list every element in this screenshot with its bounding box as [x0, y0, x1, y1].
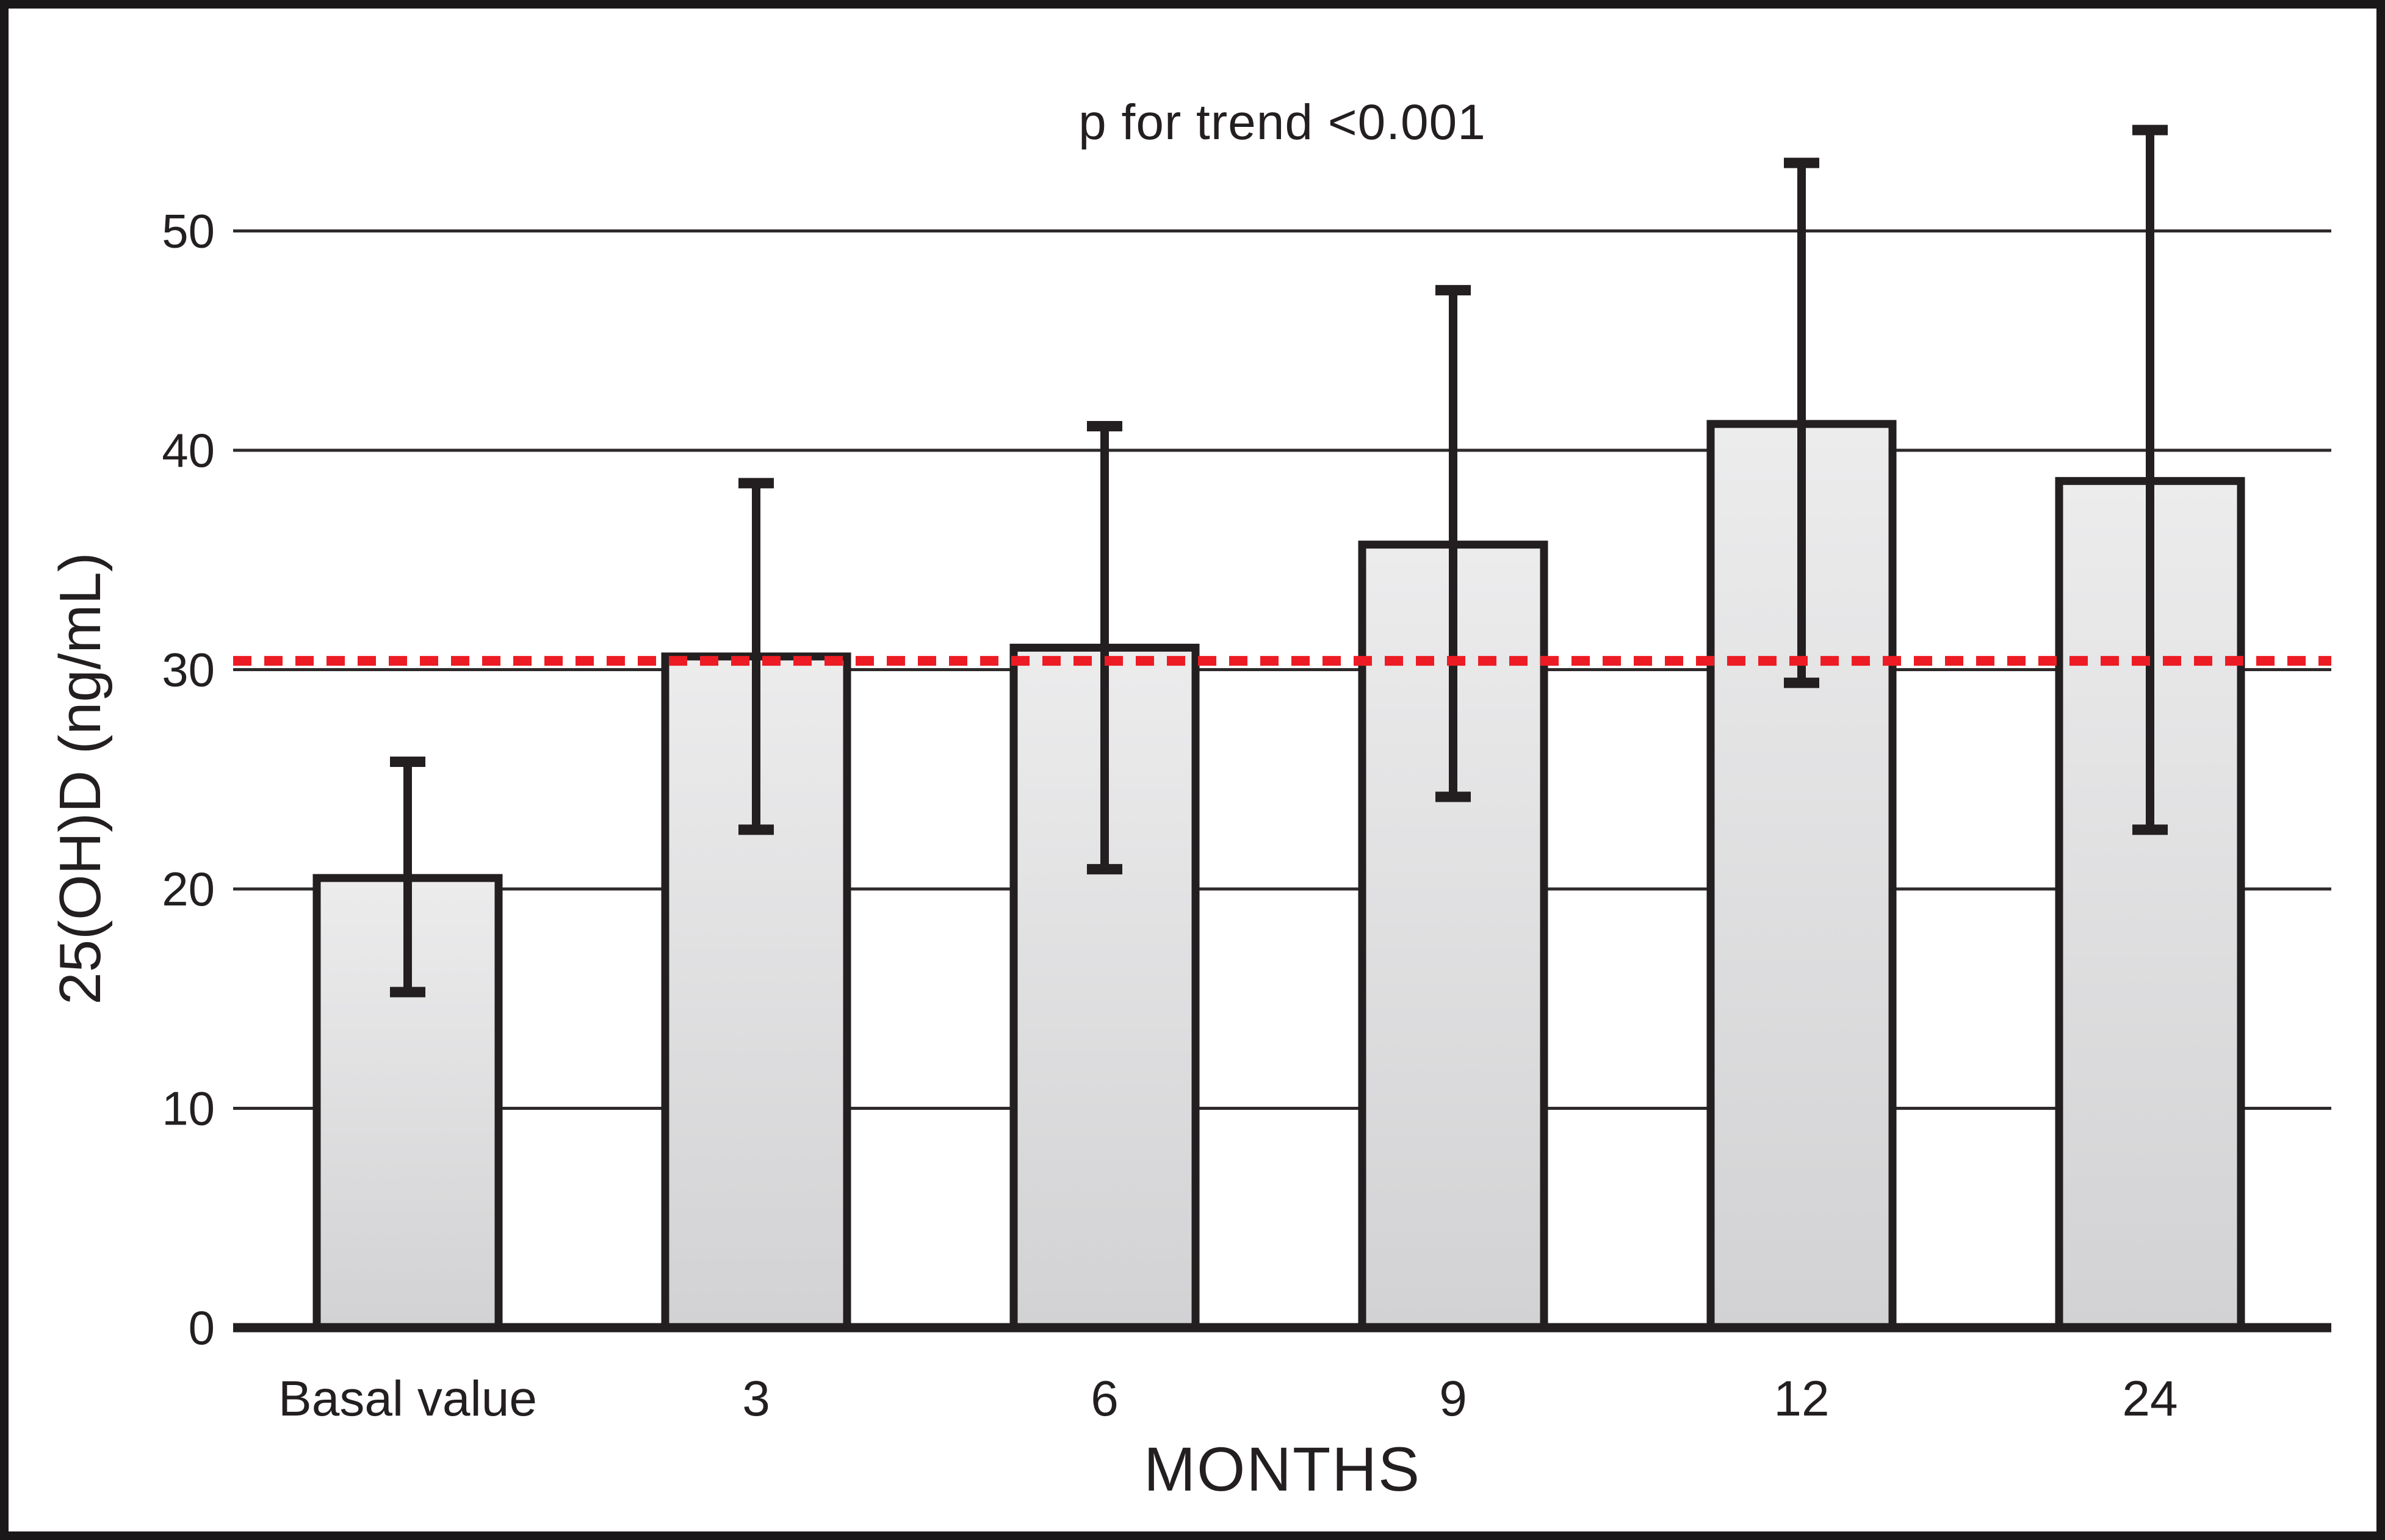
- x-tick-label-6: 6: [1091, 1371, 1119, 1427]
- y-tick-label-30: 30: [162, 643, 215, 697]
- bar-chart: 0 10 20 30 40 50 Basal value 3 6 9 12 24: [162, 124, 2331, 1427]
- x-tick-label-24: 24: [2122, 1371, 2178, 1427]
- x-tick-label-3: 3: [742, 1371, 770, 1427]
- x-tick-label-Basal value: Basal value: [278, 1371, 537, 1427]
- y-tick-label-0: 0: [189, 1301, 215, 1355]
- y-tick-label-40: 40: [162, 423, 215, 477]
- y-tick-label-20: 20: [162, 862, 215, 916]
- y-tick-label-10: 10: [162, 1082, 215, 1135]
- y-tick-label-50: 50: [162, 204, 215, 258]
- x-tick-label-12: 12: [1773, 1371, 1829, 1427]
- x-tick-label-9: 9: [1439, 1371, 1467, 1427]
- p-for-trend-annotation: p for trend <0.001: [1078, 95, 1486, 150]
- x-axis-title: MONTHS: [1144, 1434, 1421, 1504]
